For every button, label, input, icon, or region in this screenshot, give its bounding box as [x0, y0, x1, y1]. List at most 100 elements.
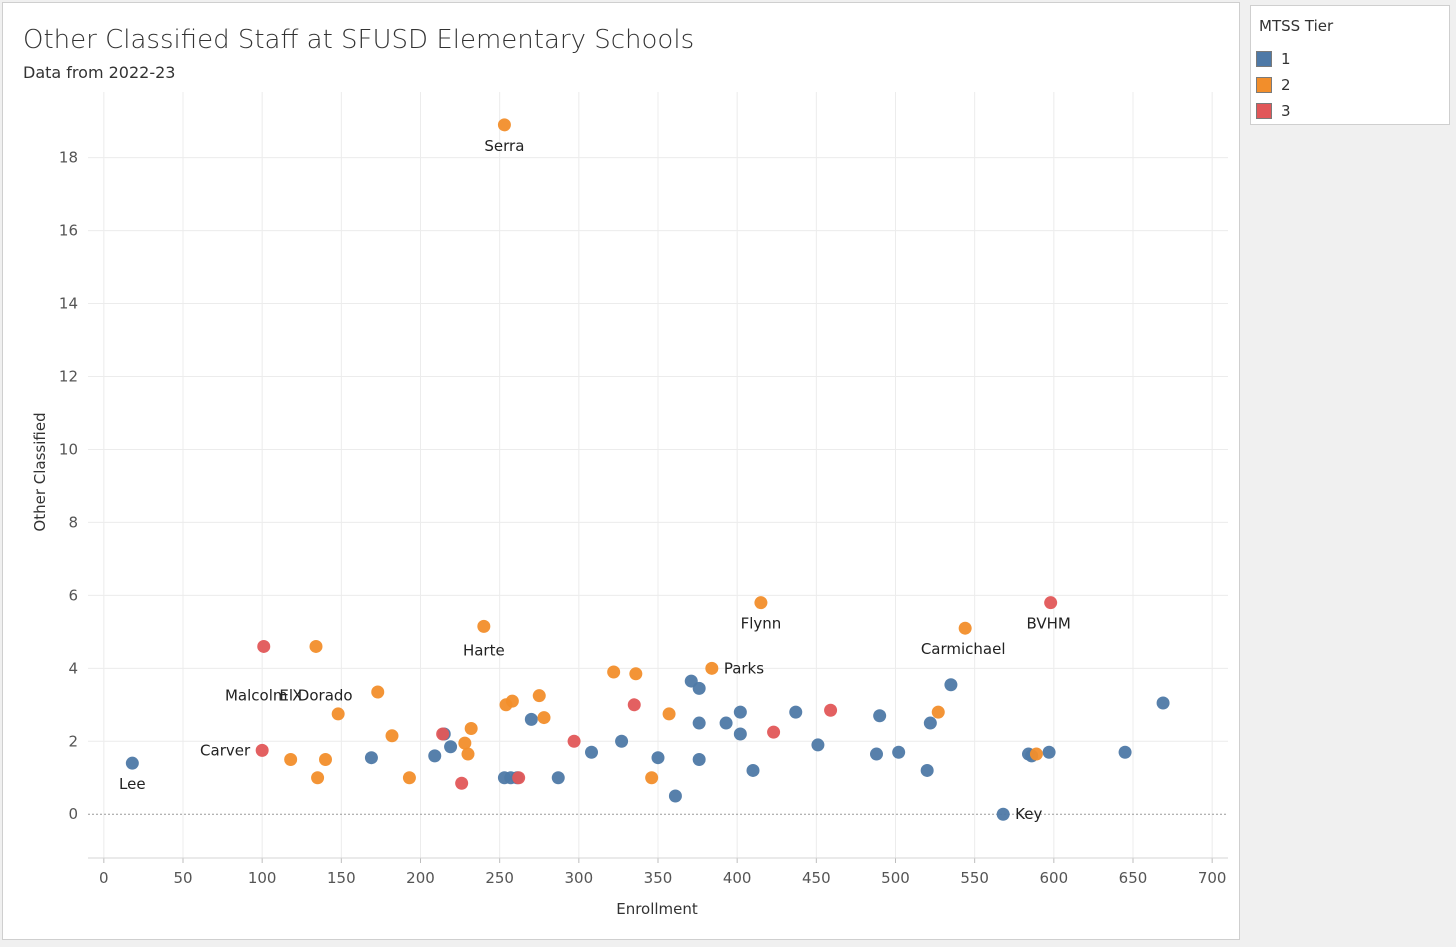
- legend-label: 3: [1281, 102, 1291, 120]
- data-point: [1042, 745, 1056, 759]
- point-label: Carmichael: [921, 640, 1006, 658]
- data-point: [996, 807, 1010, 821]
- data-point: [944, 678, 958, 692]
- x-axis-label: Enrollment: [616, 900, 698, 918]
- data-point: [892, 745, 906, 759]
- data-point: [311, 771, 325, 785]
- legend-swatch: [1256, 77, 1272, 93]
- y-tick-label: 4: [68, 659, 78, 677]
- y-tick-label: 12: [59, 368, 78, 386]
- x-tick-label: 650: [1119, 869, 1148, 887]
- chart-subtitle: Data from 2022-23: [23, 63, 176, 82]
- data-point: [1118, 745, 1132, 759]
- data-point: [923, 716, 937, 730]
- point-label: Harte: [463, 641, 505, 659]
- data-point: [505, 694, 519, 708]
- data-point: [719, 716, 733, 730]
- data-point: [645, 771, 659, 785]
- data-point: [284, 753, 298, 767]
- legend-swatch: [1256, 51, 1272, 67]
- data-point: [477, 619, 491, 633]
- y-tick-label: 0: [68, 805, 78, 823]
- data-point: [1044, 596, 1058, 610]
- data-point: [444, 740, 458, 754]
- data-point: [873, 709, 887, 723]
- legend-item[interactable]: 1: [1256, 49, 1291, 69]
- data-point: [754, 596, 768, 610]
- data-point: [651, 751, 665, 765]
- y-tick-label: 14: [59, 295, 78, 313]
- y-tick-label: 10: [59, 440, 78, 458]
- data-point: [402, 771, 416, 785]
- data-point: [309, 639, 323, 653]
- data-point: [319, 753, 332, 767]
- data-point: [551, 771, 565, 785]
- legend-title: MTSS Tier: [1259, 17, 1334, 35]
- point-label: Flynn: [741, 615, 782, 633]
- data-point: [436, 727, 450, 741]
- x-tick-label: 0: [99, 869, 109, 887]
- data-point: [958, 621, 972, 635]
- data-point: [692, 716, 706, 730]
- point-labels: Lee Key El Dorado Harte Serra Parks Flynn Carmi…: [119, 137, 1071, 823]
- data-point: [629, 667, 643, 681]
- data-point: [455, 776, 469, 790]
- legend-label: 2: [1281, 76, 1291, 94]
- data-point: [920, 763, 934, 777]
- legend-item[interactable]: 2: [1256, 75, 1291, 95]
- point-label: Malcolm X: [225, 686, 303, 704]
- data-point: [364, 751, 378, 765]
- legend-label: 1: [1281, 50, 1291, 68]
- point-label: Parks: [724, 659, 764, 677]
- legend-item[interactable]: 3: [1256, 101, 1291, 121]
- scatter-plot: 0 50 100 150 200 250 300 350 400 450 500 550 600 650 7…: [31, 92, 1228, 918]
- point-label: Serra: [484, 137, 524, 155]
- x-tick-label: 600: [1040, 869, 1069, 887]
- y-tick-label: 8: [68, 513, 78, 531]
- x-tick-label: 300: [565, 869, 594, 887]
- y-tick-label: 18: [59, 149, 78, 167]
- data-point: [464, 722, 478, 736]
- data-point: [537, 711, 551, 725]
- x-tick-label: 700: [1198, 869, 1227, 887]
- point-label: Lee: [119, 775, 146, 793]
- data-point: [692, 753, 706, 767]
- point-label: El Dorado: [279, 686, 352, 704]
- x-tick-label: 350: [644, 869, 673, 887]
- x-tick-label: 550: [960, 869, 989, 887]
- y-tick-label: 16: [59, 222, 78, 240]
- data-point: [585, 745, 598, 759]
- chart-title: Other Classified Staff at SFUSD Elementa…: [23, 25, 695, 55]
- data-point: [931, 705, 945, 719]
- x-tick-label: 250: [485, 869, 514, 887]
- y-tick-label: 6: [68, 586, 78, 604]
- data-point: [458, 736, 472, 750]
- data-point: [461, 747, 475, 761]
- data-point: [662, 707, 676, 721]
- data-point: [257, 639, 271, 653]
- data-point: [789, 705, 803, 719]
- data-point: [125, 756, 139, 770]
- data-point: [607, 665, 621, 679]
- data-point: [733, 727, 747, 741]
- legend: MTSS Tier 1 2 3: [1250, 5, 1450, 125]
- x-tick-label: 50: [173, 869, 192, 887]
- y-axis-label: Other Classified: [31, 412, 49, 531]
- x-tick-label: 200: [406, 869, 435, 887]
- data-point: [567, 734, 581, 748]
- chart-panel: Other Classified Staff at SFUSD Elementa…: [2, 2, 1240, 940]
- data-point: [733, 705, 747, 719]
- data-point: [627, 698, 641, 712]
- data-point: [331, 707, 345, 721]
- data-point: [1156, 696, 1170, 710]
- point-label: Carver: [200, 741, 251, 759]
- data-point: [371, 685, 385, 699]
- data-point: [497, 118, 511, 132]
- x-tick-label: 150: [327, 869, 356, 887]
- data-point: [811, 738, 825, 752]
- data-point: [1029, 747, 1043, 761]
- legend-swatch: [1256, 103, 1272, 119]
- x-tick-label: 450: [802, 869, 831, 887]
- x-tick-label: 100: [248, 869, 277, 887]
- data-point: [824, 703, 838, 717]
